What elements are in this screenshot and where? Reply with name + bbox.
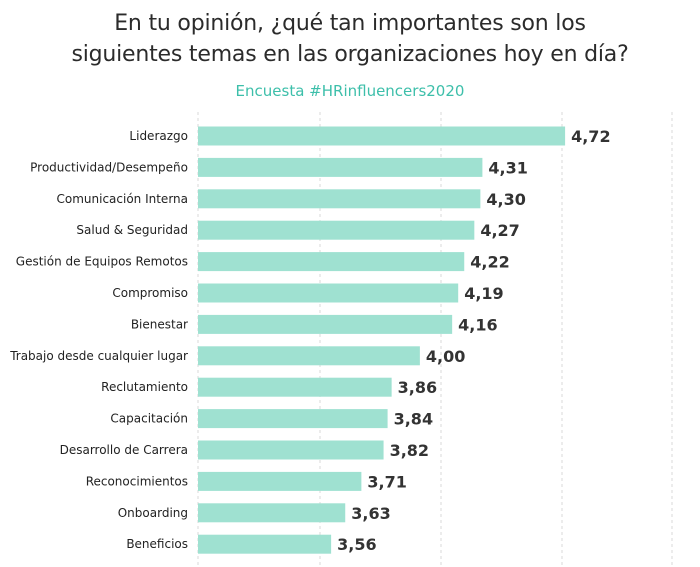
chart-title: En tu opinión, ¿qué tan importantes son … xyxy=(0,8,700,70)
category-label-beneficios: Beneficios xyxy=(126,537,188,551)
value-label-productividad-desempeno: 4,31 xyxy=(488,158,527,177)
category-labels: Liderazgo Productividad/Desempeño Comunica… xyxy=(9,129,188,551)
chart-title-line-1: En tu opinión, ¿qué tan importantes son … xyxy=(114,11,586,36)
category-label-reclutamiento: Reclutamiento xyxy=(101,380,188,394)
category-label-salud-seguridad: Salud & Seguridad xyxy=(76,223,188,237)
bar-comunicacion-interna xyxy=(198,189,481,209)
bar-capacitacion xyxy=(198,409,388,429)
category-label-liderazgo: Liderazgo xyxy=(129,129,188,143)
value-label-reclutamiento: 3,86 xyxy=(398,378,437,397)
bar-beneficios xyxy=(198,534,332,554)
category-label-productividad-desempeno: Productividad/Desempeño xyxy=(30,160,188,174)
grid-lines xyxy=(197,112,673,567)
chart-subtitle: Encuesta #HRinfluencers2020 xyxy=(235,82,465,100)
category-label-trabajo-desde-cualquier-lugar: Trabajo desde cualquier lugar xyxy=(9,349,188,363)
value-label-liderazgo: 4,72 xyxy=(571,127,610,146)
value-label-bienestar: 4,16 xyxy=(458,315,497,334)
bar-bienestar xyxy=(198,314,453,334)
value-label-compromiso: 4,19 xyxy=(464,284,503,303)
bar-desarrollo-de-carrera xyxy=(198,440,384,460)
value-label-capacitacion: 3,84 xyxy=(394,410,433,429)
bar-reclutamiento xyxy=(198,377,392,397)
category-label-bienestar: Bienestar xyxy=(131,317,188,331)
bar-liderazgo xyxy=(198,126,566,146)
category-label-desarrollo-de-carrera: Desarrollo de Carrera xyxy=(60,443,188,457)
chart-title-line-2: siguientes temas en las organizaciones h… xyxy=(71,42,629,67)
bar-productividad-desempeno xyxy=(198,157,483,177)
value-labels: 4,72 4,31 4,30 4,27 4,22 4,19 4,16 4,00 3,86 3,84… xyxy=(337,127,610,554)
bar-trabajo-desde-cualquier-lugar xyxy=(198,346,420,366)
bar-onboarding xyxy=(198,503,346,523)
bar-salud-seguridad xyxy=(198,220,475,240)
bar-gestion-de-equipos-remotos xyxy=(198,252,465,272)
value-label-trabajo-desde-cualquier-lugar: 4,00 xyxy=(426,347,465,366)
bars xyxy=(198,126,566,554)
value-label-beneficios: 3,56 xyxy=(337,535,376,554)
category-label-comunicacion-interna: Comunicación Interna xyxy=(56,192,188,206)
value-label-desarrollo-de-carrera: 3,82 xyxy=(390,441,429,460)
bar-compromiso xyxy=(198,283,459,303)
value-label-gestion-de-equipos-remotos: 4,22 xyxy=(470,253,509,272)
value-label-comunicacion-interna: 4,30 xyxy=(486,190,525,209)
value-label-salud-seguridad: 4,27 xyxy=(480,221,519,240)
category-label-reconocimientos: Reconocimientos xyxy=(86,474,188,488)
category-label-gestion-de-equipos-remotos: Gestión de Equipos Remotos xyxy=(16,255,188,269)
category-label-onboarding: Onboarding xyxy=(118,506,188,520)
category-label-capacitacion: Capacitación xyxy=(110,412,188,426)
bar-reconocimientos xyxy=(198,471,362,491)
value-label-onboarding: 3,63 xyxy=(351,504,390,523)
category-label-compromiso: Compromiso xyxy=(112,286,188,300)
value-label-reconocimientos: 3,71 xyxy=(367,472,406,491)
